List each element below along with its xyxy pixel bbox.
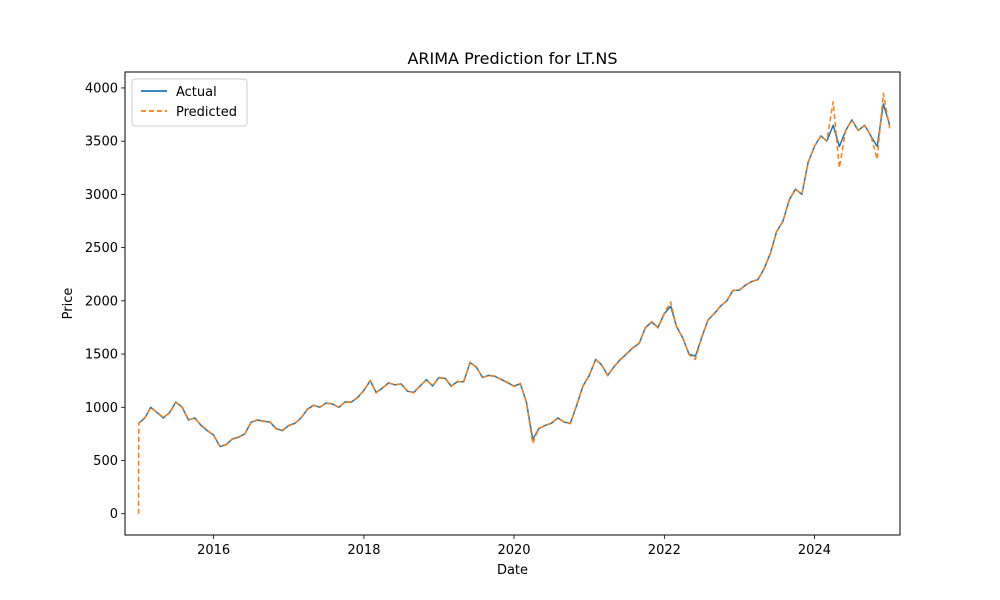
y-tick-label: 0 [110,507,118,522]
series-line-predicted [137,92,891,514]
x-tick-label: 2018 [347,543,380,558]
plot-area [137,92,891,514]
y-axis: 0 500 1000 1500 2000 2500 3000 3500 4000 [85,81,125,522]
x-tick-label: 2020 [497,543,530,558]
x-tick-label: 2024 [798,543,831,558]
x-tick-label: 2022 [648,543,681,558]
y-tick-label: 4000 [85,81,118,96]
y-tick-label: 1500 [85,348,118,363]
chart-title: ARIMA Prediction for LT.NS [407,49,617,68]
legend: Actual Predicted [131,78,248,127]
y-tick-label: 1000 [85,401,118,416]
y-tick-label: 2000 [85,294,118,309]
y-tick-label: 3500 [85,135,118,150]
y-tick-label: 2500 [85,241,118,256]
y-axis-title: Price [61,288,76,320]
legend-label-actual: Actual [176,85,217,100]
x-axis: 2016 2018 2020 2022 2024 [197,535,831,558]
legend-label-predicted: Predicted [176,105,237,120]
x-tick-label: 2016 [197,543,230,558]
plot-frame [124,71,901,536]
y-tick-label: 500 [93,454,118,469]
x-axis-title: Date [497,563,528,578]
y-tick-label: 3000 [85,188,118,203]
